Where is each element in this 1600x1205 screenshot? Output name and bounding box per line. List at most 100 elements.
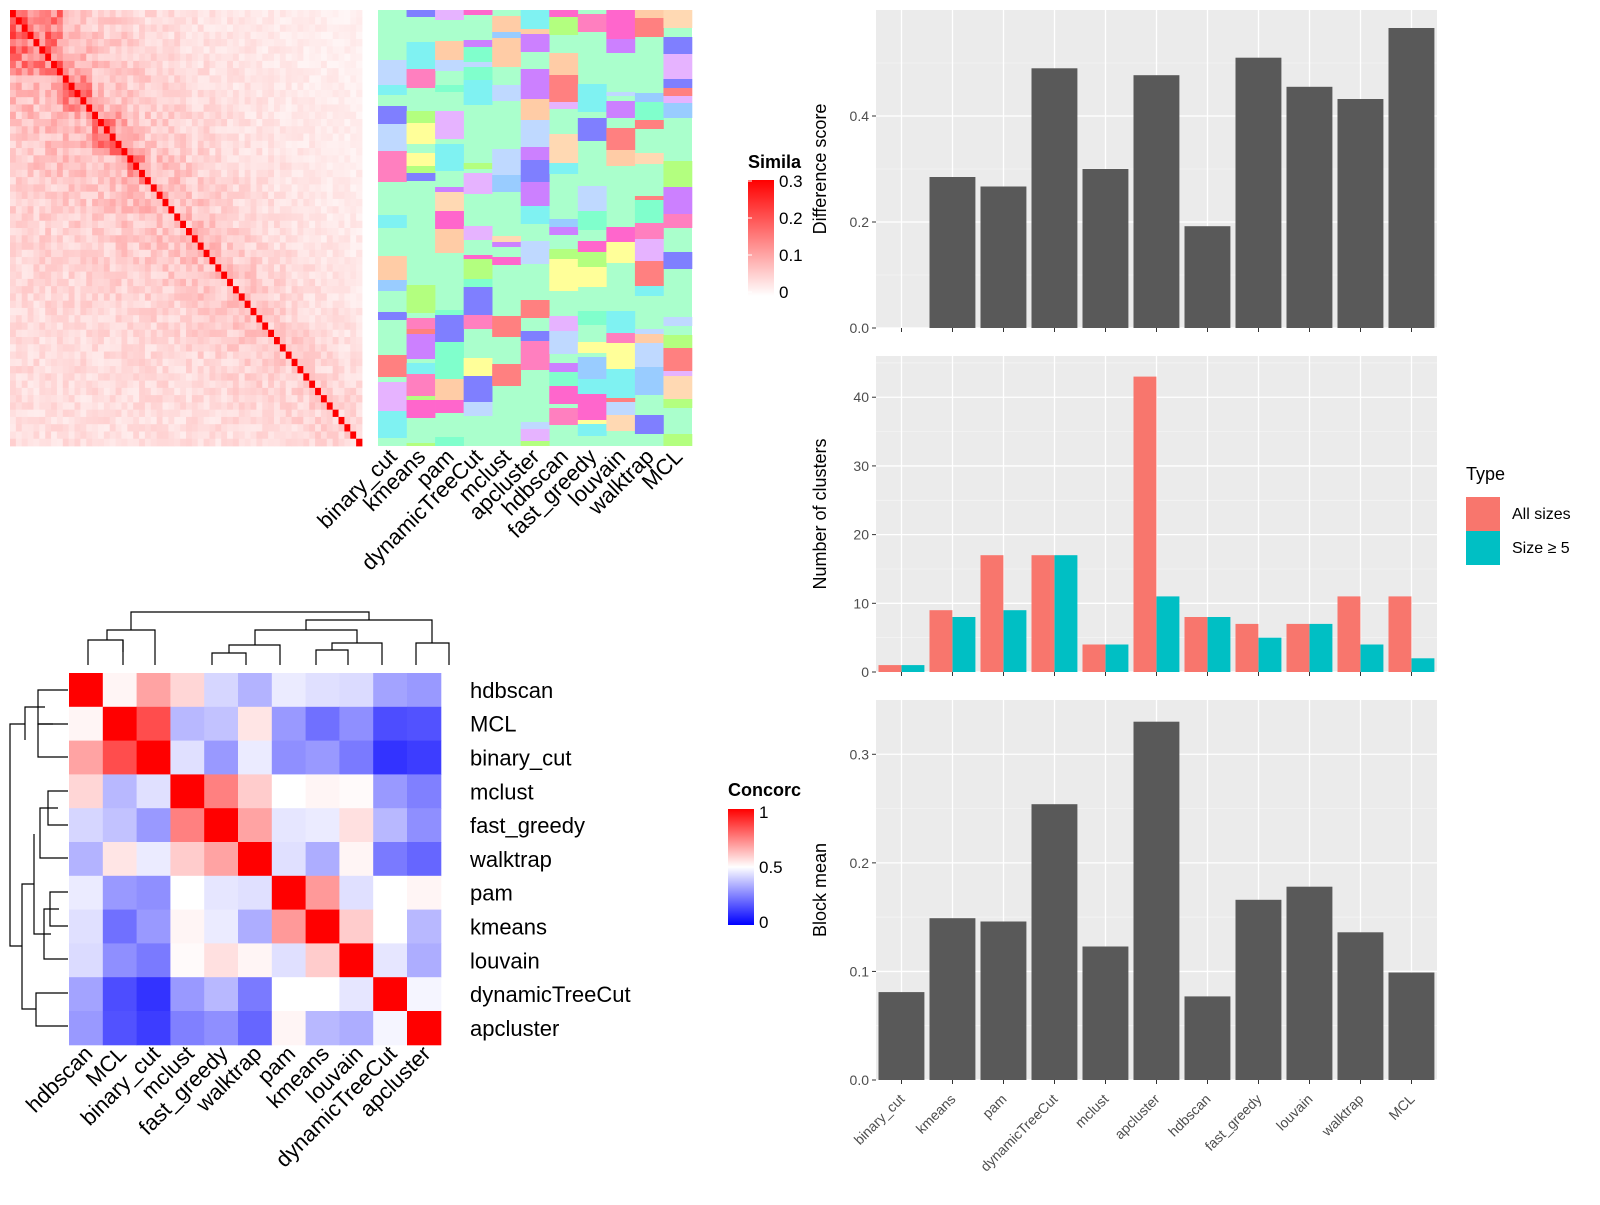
similarity-cell <box>56 162 64 171</box>
similarity-cell <box>10 286 17 294</box>
similarity-cell <box>320 344 328 352</box>
similarity-cell <box>86 395 93 403</box>
bar <box>1286 886 1333 1080</box>
similarity-cell <box>162 75 169 84</box>
similarity-cell <box>98 10 105 18</box>
similarity-cell <box>309 75 316 84</box>
similarity-cell <box>92 46 99 54</box>
similarity-cell <box>197 53 204 62</box>
similarity-cell <box>320 68 328 76</box>
similarity-cell <box>232 249 240 258</box>
similarity-cell <box>133 315 140 323</box>
similarity-cell <box>168 89 175 98</box>
similarity-cell <box>92 119 99 127</box>
similarity-cell <box>244 31 251 40</box>
membership-cell <box>435 310 464 315</box>
similarity-cell <box>150 68 158 76</box>
similarity-cell <box>80 111 87 120</box>
similarity-cell <box>279 24 287 33</box>
similarity-cell <box>303 206 310 214</box>
concordance-cell <box>271 808 307 843</box>
similarity-cell <box>274 46 281 54</box>
similarity-cell <box>74 293 81 302</box>
similarity-cell <box>238 315 246 323</box>
similarity-cell <box>109 60 116 69</box>
concordance-cell <box>170 977 205 1012</box>
similarity-cell <box>203 10 210 18</box>
similarity-cell <box>68 235 75 243</box>
similarity-cell <box>15 366 23 374</box>
similarity-cell <box>127 351 134 360</box>
similarity-cell <box>315 75 322 84</box>
similarity-cell <box>297 60 304 69</box>
similarity-cell <box>203 53 210 62</box>
similarity-cell <box>315 104 322 113</box>
concordance-cell <box>204 909 239 944</box>
similarity-cell <box>203 438 210 447</box>
similarity-cell <box>21 46 28 54</box>
similarity-cell <box>92 278 99 287</box>
similarity-cell <box>51 249 58 258</box>
concordance-cell <box>136 977 171 1012</box>
similarity-cell <box>109 111 116 120</box>
similarity-cell <box>27 264 34 272</box>
concordance-cell <box>102 875 138 911</box>
similarity-cell <box>232 82 240 91</box>
similarity-cell <box>139 431 146 440</box>
similarity-cell <box>180 249 187 258</box>
similarity-cell <box>221 206 228 214</box>
similarity-cell <box>279 111 287 120</box>
similarity-cell <box>338 409 345 418</box>
similarity-cell <box>168 111 175 120</box>
similarity-cell <box>51 387 58 396</box>
similarity-cell <box>356 286 363 294</box>
similarity-cell <box>121 60 128 69</box>
similarity-cell <box>127 395 134 403</box>
similarity-cell <box>209 257 216 265</box>
similarity-cell <box>109 46 116 54</box>
similarity-cell <box>315 46 322 54</box>
similarity-cell <box>203 431 210 440</box>
similarity-cell <box>133 416 140 425</box>
similarity-cell <box>274 17 281 25</box>
similarity-cell <box>268 75 275 84</box>
similarity-cell <box>285 169 292 178</box>
similarity-cell <box>92 97 99 105</box>
similarity-cell <box>309 162 316 171</box>
similarity-cell <box>268 148 275 156</box>
similarity-cell <box>15 162 23 171</box>
similarity-cell <box>168 177 175 185</box>
similarity-cell <box>215 24 222 33</box>
similarity-cell <box>297 431 304 440</box>
similarity-cell <box>256 213 263 222</box>
similarity-cell <box>274 395 281 403</box>
similarity-cell <box>115 97 122 105</box>
similarity-cell <box>115 126 122 134</box>
similarity-cell <box>68 133 75 142</box>
similarity-cell <box>215 431 222 440</box>
similarity-cell <box>326 278 334 287</box>
similarity-cell <box>197 228 204 236</box>
similarity-cell <box>197 235 204 243</box>
similarity-cell <box>39 322 46 331</box>
similarity-cell <box>203 104 210 113</box>
similarity-cell <box>238 169 246 178</box>
similarity-cell <box>315 351 322 360</box>
similarity-cell <box>215 191 222 200</box>
similarity-cell <box>279 133 287 142</box>
similarity-cell <box>168 431 175 440</box>
similarity-cell <box>256 416 263 425</box>
similarity-cell <box>332 111 339 120</box>
similarity-cell <box>332 126 339 134</box>
similarity-cell <box>297 322 304 331</box>
concordance-legend-title: Concorc <box>728 780 801 800</box>
similarity-cell <box>244 24 251 33</box>
concordance-legend: Concorc 10.50 <box>728 780 801 932</box>
similarity-cell <box>162 111 169 120</box>
membership-cell <box>406 10 436 17</box>
similarity-cell <box>309 82 316 91</box>
similarity-cell <box>262 438 269 447</box>
similarity-cell <box>162 387 169 396</box>
similarity-cell <box>186 68 193 76</box>
